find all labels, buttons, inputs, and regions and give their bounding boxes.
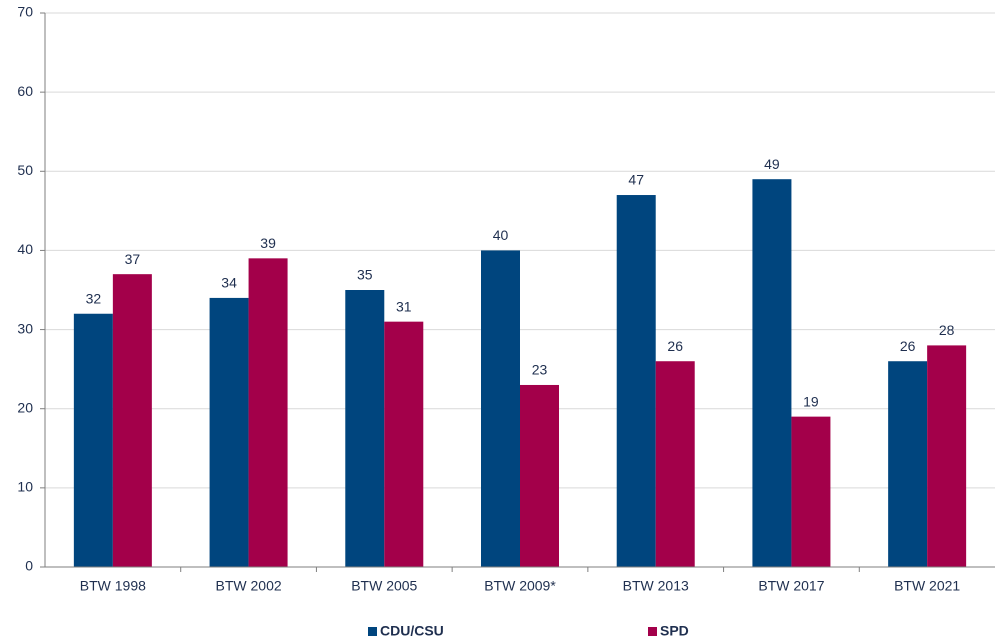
x-tick-label: BTW 2002: [216, 578, 282, 594]
data-label: 26: [900, 338, 916, 354]
bar: [927, 345, 967, 567]
data-label: 23: [532, 362, 548, 378]
y-tick-label: 50: [17, 162, 33, 178]
bar: [655, 361, 695, 567]
y-tick-label: 20: [17, 399, 33, 415]
y-tick-label: 60: [17, 83, 33, 99]
data-label: 26: [667, 338, 683, 354]
bar: [616, 195, 656, 567]
y-tick-label: 30: [17, 320, 33, 336]
data-label: 28: [939, 322, 955, 338]
x-tick-label: BTW 2009*: [484, 578, 556, 594]
bar: [481, 250, 520, 567]
data-label: 39: [260, 235, 276, 251]
data-label: 34: [221, 275, 237, 291]
bar: [73, 313, 113, 567]
data-label: 35: [357, 267, 373, 283]
legend-label: CDU/CSU: [380, 623, 444, 639]
legend-label: SPD: [660, 623, 689, 639]
y-tick-label: 0: [25, 558, 33, 574]
x-tick-label: BTW 2021: [894, 578, 960, 594]
data-label: 19: [803, 393, 819, 409]
y-tick-label: 40: [17, 241, 33, 257]
x-tick-label: BTW 2013: [623, 578, 689, 594]
legend-swatch: [368, 627, 377, 636]
legend-swatch: [648, 627, 657, 636]
bar: [888, 361, 928, 567]
bar: [520, 384, 559, 567]
y-tick-label: 10: [17, 479, 33, 495]
x-tick-label: BTW 2005: [351, 578, 417, 594]
bar: [752, 179, 792, 567]
data-label: 31: [396, 298, 412, 314]
bar: [345, 290, 385, 567]
data-label: 47: [628, 172, 644, 188]
legend: CDU/CSU SPD: [368, 623, 689, 639]
data-label: 40: [493, 227, 509, 243]
bar: [791, 416, 831, 567]
data-label: 49: [764, 156, 780, 172]
bar: [209, 297, 249, 567]
x-tick-label: BTW 1998: [80, 578, 146, 594]
bar: [248, 258, 288, 567]
data-label: 37: [125, 251, 141, 267]
x-tick-label: BTW 2017: [758, 578, 824, 594]
y-tick-label: 70: [17, 4, 33, 20]
data-label: 32: [86, 290, 102, 306]
bar: [112, 274, 152, 567]
bar: [384, 321, 424, 567]
